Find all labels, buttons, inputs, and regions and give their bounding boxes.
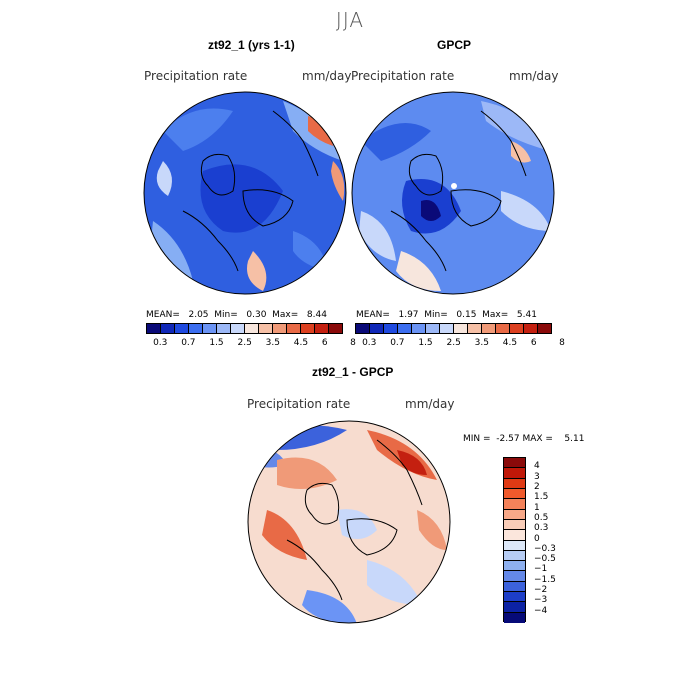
model-colorbar-swatch — [259, 324, 273, 333]
obs-colorbar-swatch — [496, 324, 510, 333]
diff-colorbar-label: −4 — [534, 605, 548, 616]
obs-units-label: mm/day — [509, 69, 559, 83]
diff-colorbar-label: 3 — [534, 471, 540, 482]
model-stats: MEAN= 2.05 Min= 0.30 Max= 8.44 — [146, 310, 327, 320]
diff-colorbar-label: 1.5 — [534, 492, 549, 503]
obs-colorbar-ticks: 0.3 0.7 1.5 2.5 3.5 4.5 6 8 — [355, 338, 565, 350]
obs-colorbar-swatch — [370, 324, 384, 333]
model-panel-title: zt92_1 (yrs 1-1) — [208, 38, 295, 52]
model-colorbar-tick-label: 2.5 — [237, 338, 252, 348]
obs-colorbar-swatch — [524, 324, 538, 333]
season-title: JJA — [335, 8, 365, 32]
model-colorbar-swatch — [189, 324, 203, 333]
obs-stats: MEAN= 1.97 Min= 0.15 Max= 5.41 — [356, 310, 537, 320]
diff-panel-title: zt92_1 - GPCP — [312, 365, 394, 379]
diff-colorbar-swatch — [504, 519, 525, 531]
diff-colorbar-swatch — [504, 550, 525, 562]
diff-units-label: mm/day — [405, 397, 455, 411]
obs-colorbar-tick-label: 2.5 — [446, 338, 461, 348]
diff-colorbar-swatch — [504, 509, 525, 520]
obs-colorbar-swatch — [398, 324, 412, 333]
obs-colorbar-tick-label: 3.5 — [474, 338, 489, 348]
diff-colorbar-swatch — [504, 561, 525, 572]
model-colorbar-swatch — [217, 324, 231, 333]
diff-colorbar-label: −1 — [534, 564, 548, 575]
obs-colorbar-swatch — [384, 324, 398, 333]
model-colorbar-tick-label: 1.5 — [209, 338, 224, 348]
model-colorbar-swatch — [273, 324, 287, 333]
diff-colorbar-swatch — [504, 530, 525, 541]
diff-colorbar-label: 1 — [534, 502, 540, 513]
obs-colorbar-swatch — [356, 324, 370, 333]
obs-colorbar-tick-label: 8 — [559, 338, 565, 348]
obs-colorbar-swatch — [412, 324, 426, 333]
obs-colorbar — [355, 323, 552, 334]
obs-variable-label: Precipitation rate — [351, 69, 455, 83]
model-colorbar-swatch — [147, 324, 161, 333]
diff-colorbar-label: 0.3 — [534, 523, 549, 534]
diff-colorbar-swatch — [504, 458, 525, 469]
diff-colorbar-label: 4 — [534, 461, 540, 472]
obs-colorbar-swatch — [510, 324, 524, 333]
model-colorbar — [146, 323, 343, 334]
obs-colorbar-tick-label: 0.7 — [390, 338, 405, 348]
diff-colorbar-swatch — [504, 571, 525, 582]
diff-stats: MIN = -2.57 MAX = 5.11 — [463, 434, 585, 444]
model-colorbar-swatch — [329, 324, 342, 333]
diff-colorbar-swatch — [504, 612, 525, 623]
diff-polar-map — [247, 420, 451, 624]
diff-colorbar-swatch — [504, 478, 525, 489]
diff-colorbar-label: −0.5 — [534, 554, 556, 565]
model-colorbar-tick-label: 3.5 — [265, 338, 280, 348]
diff-colorbar-swatch — [504, 499, 525, 510]
model-units-label: mm/day — [302, 69, 352, 83]
diff-colorbar — [503, 457, 526, 623]
obs-colorbar-swatch — [426, 324, 440, 333]
model-colorbar-swatch — [161, 324, 175, 333]
model-colorbar-tick-label: 0.3 — [153, 338, 168, 348]
diff-colorbar-swatch — [504, 602, 525, 613]
model-colorbar-tick-label: 4.5 — [293, 338, 309, 348]
model-colorbar-swatch — [245, 324, 259, 333]
obs-panel-title: GPCP — [437, 38, 472, 52]
model-colorbar-ticks: 0.3 0.7 1.5 2.5 3.5 4.5 6 8 — [146, 338, 356, 350]
diff-colorbar-swatch — [504, 488, 525, 500]
diff-colorbar-swatch — [504, 581, 525, 593]
obs-colorbar-swatch — [454, 324, 468, 333]
model-colorbar-swatch — [231, 324, 245, 333]
diff-variable-label: Precipitation rate — [247, 397, 351, 411]
model-colorbar-tick-label: 0.7 — [181, 338, 196, 348]
diff-colorbar-swatch — [504, 540, 525, 551]
diff-colorbar-swatch — [504, 468, 525, 479]
obs-colorbar-swatch — [468, 324, 482, 333]
diff-colorbar-label: −1.5 — [534, 574, 556, 585]
diff-colorbar-label: 2 — [534, 481, 540, 492]
diff-colorbar-label: 0.5 — [534, 512, 549, 523]
obs-colorbar-swatch — [538, 324, 551, 333]
diff-colorbar-label: −3 — [534, 595, 548, 606]
diff-colorbar-label: −0.3 — [534, 543, 556, 554]
obs-colorbar-swatch — [482, 324, 496, 333]
model-polar-map — [143, 91, 347, 295]
model-colorbar-swatch — [315, 324, 329, 333]
model-colorbar-swatch — [203, 324, 217, 333]
obs-colorbar-tick-label: 0.3 — [362, 338, 377, 348]
obs-colorbar-tick-label: 6 — [530, 338, 537, 348]
obs-colorbar-tick-label: 1.5 — [418, 338, 433, 348]
obs-colorbar-tick-label: 4.5 — [502, 338, 518, 348]
diff-colorbar-label: −2 — [534, 585, 548, 596]
diff-colorbar-swatch — [504, 592, 525, 603]
model-colorbar-swatch — [175, 324, 189, 333]
diff-colorbar-label: 0 — [534, 533, 540, 544]
model-colorbar-swatch — [301, 324, 315, 333]
model-colorbar-swatch — [287, 324, 301, 333]
model-colorbar-tick-label: 6 — [321, 338, 328, 348]
model-colorbar-tick-label: 8 — [350, 338, 356, 348]
obs-colorbar-swatch — [440, 324, 454, 333]
model-variable-label: Precipitation rate — [144, 69, 248, 83]
obs-polar-map — [351, 91, 555, 295]
